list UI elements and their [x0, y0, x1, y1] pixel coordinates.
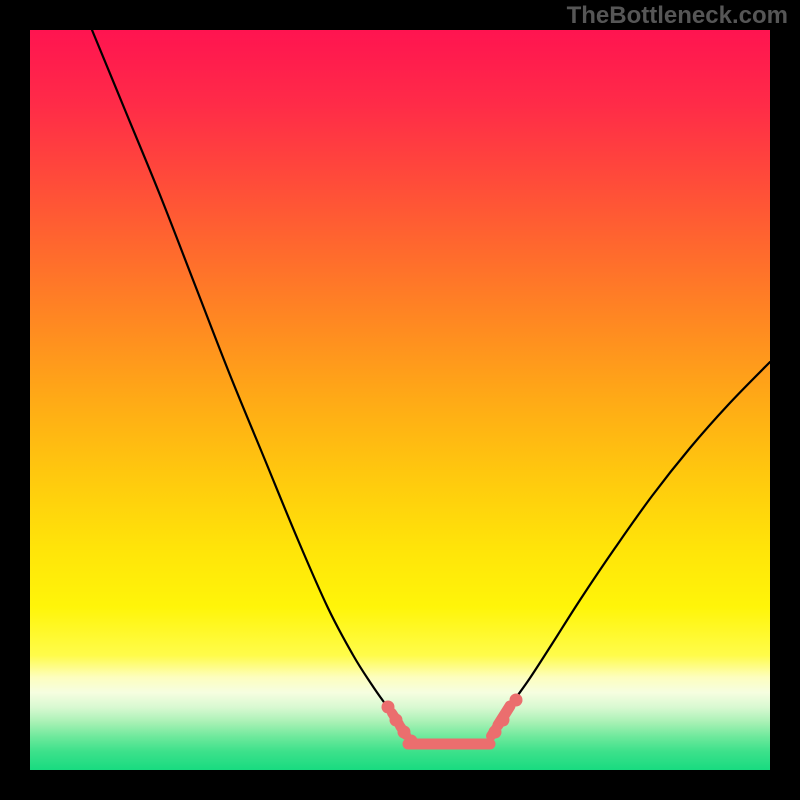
curve-marker-5 [497, 714, 510, 727]
curve-left-branch [92, 30, 397, 720]
watermark-text: TheBottleneck.com [567, 2, 788, 30]
curve-layer [30, 30, 770, 770]
curve-marker-1 [390, 714, 403, 727]
curve-marker-0 [382, 701, 395, 714]
curve-marker-3 [405, 735, 418, 748]
curve-marker-4 [489, 726, 502, 739]
plot-area [30, 30, 770, 770]
curve-right-branch [501, 362, 770, 720]
curve-marker-6 [510, 694, 523, 707]
